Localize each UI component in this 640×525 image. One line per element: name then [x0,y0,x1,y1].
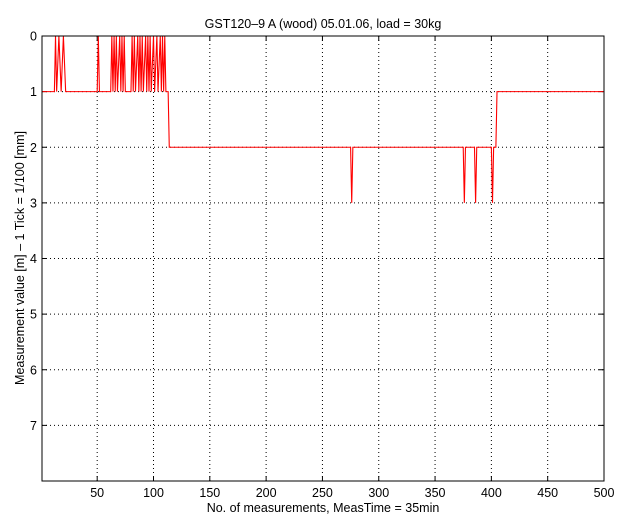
x-tick-label: 450 [537,486,558,500]
x-axis-label: No. of measurements, MeasTime = 35min [207,501,440,515]
y-tick-label: 3 [30,196,37,210]
series-layer [42,35,604,203]
y-tick-label: 4 [30,252,37,266]
x-tick-label: 200 [256,486,277,500]
x-tick-label: 100 [143,486,164,500]
y-tick-label: 6 [30,363,37,377]
chart-title: GST120–9 A (wood) 05.01.06, load = 30kg [205,17,442,31]
x-tick-label: 250 [312,486,333,500]
y-tick-label: 7 [30,419,37,433]
x-tick-label: 500 [594,486,615,500]
x-tick-label: 150 [199,486,220,500]
plot-frame [41,35,605,482]
y-tick-label: 5 [30,308,37,322]
x-tick-label: 300 [368,486,389,500]
x-tick-label: 50 [90,486,104,500]
tick-labels: 50 100 150 200 250 300 350 400 450 500 0 1 2 3 4 5 6 7 [30,30,614,501]
x-tick-label: 400 [481,486,502,500]
y-tick-label: 0 [30,30,37,44]
series-line-0 [42,35,604,203]
y-axis-label: Measurement value [m] – 1 Tick = 1/100 [… [13,131,27,385]
y-tick-label: 1 [30,85,37,99]
x-tick-label: 350 [425,486,446,500]
y-tick-label: 2 [30,141,37,155]
